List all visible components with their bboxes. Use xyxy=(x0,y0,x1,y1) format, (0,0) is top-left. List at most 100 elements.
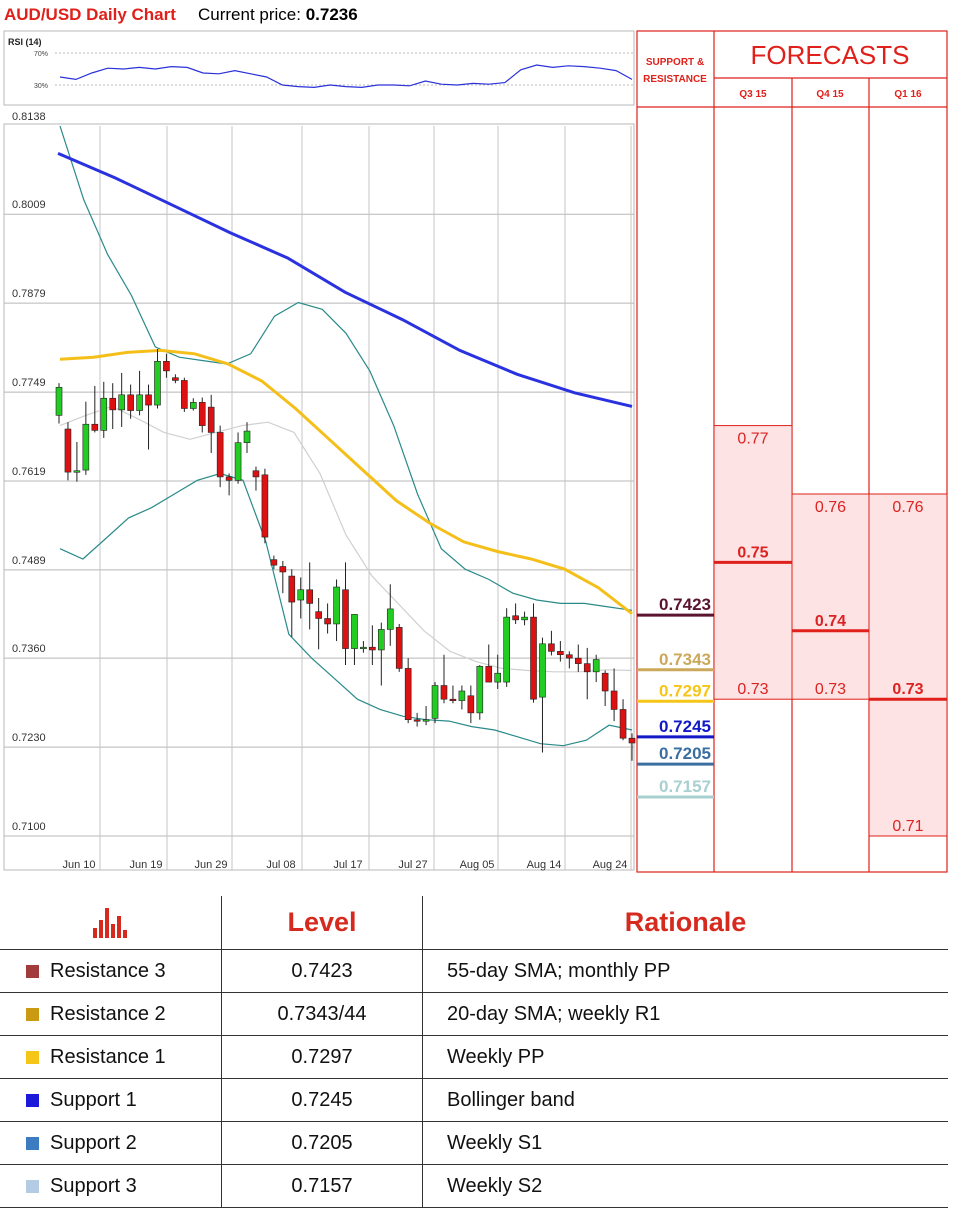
levels-table: Level Rationale Resistance 3 0.7423 55-d… xyxy=(0,896,948,1208)
table-row: Resistance 2 0.7343/44 20-day SMA; weekl… xyxy=(0,992,948,1036)
level-value: 0.7343/44 xyxy=(221,992,423,1036)
quarter-q4: Q4 15 xyxy=(816,89,844,100)
current-price-label: Current price: xyxy=(198,5,301,24)
forecast-box xyxy=(868,493,948,837)
rsi-line xyxy=(59,64,633,89)
candle-bearish xyxy=(252,470,260,478)
chart-title: AUD/USD Daily Chart xyxy=(4,5,176,24)
sr-level-value: 0.7205 xyxy=(659,744,711,763)
candle-bearish xyxy=(619,709,627,739)
candle-bullish xyxy=(73,470,81,473)
level-name: Resistance 2 xyxy=(50,1002,166,1025)
sr-title-line1: SUPPORT & xyxy=(646,57,704,68)
level-value: 0.7157 xyxy=(221,1164,423,1208)
candle-bearish xyxy=(449,698,457,701)
swatch-support-1 xyxy=(26,1093,39,1107)
table-row: Support 2 0.7205 Weekly S1 xyxy=(0,1121,948,1165)
levels-table-header: Level Rationale xyxy=(0,896,948,950)
y-tick-label: 0.7100 xyxy=(12,821,46,833)
level-value: 0.7423 xyxy=(221,949,423,993)
candle-bullish xyxy=(494,672,502,683)
x-tick-label: Jun 29 xyxy=(194,859,227,871)
forecast-box xyxy=(791,493,870,700)
candle-bullish xyxy=(521,616,528,621)
candle-bullish xyxy=(333,586,340,625)
candle-bearish xyxy=(145,394,152,406)
rsi-label: RSI (14) xyxy=(8,37,42,47)
candle-bearish xyxy=(315,611,322,619)
level-name: Support 1 xyxy=(50,1088,137,1111)
forecast-boxes: 0.77 0.75 0.73 0.76 0.74 0.73 0.76 0.73 0.71 xyxy=(713,425,948,837)
candle-bullish xyxy=(82,423,90,471)
quarter-q3: Q3 15 xyxy=(739,89,767,100)
bar-chart-icon xyxy=(92,908,129,939)
forecast-high: 0.77 xyxy=(737,431,768,448)
candle-bearish xyxy=(198,402,206,426)
candle-bearish xyxy=(279,566,287,573)
forecast-low: 0.73 xyxy=(815,681,846,698)
candle-bearish xyxy=(583,663,591,673)
forecast-high: 0.76 xyxy=(815,499,846,516)
candle-bullish xyxy=(458,690,466,701)
y-tick-label: 0.7749 xyxy=(12,377,46,389)
level-name: Support 2 xyxy=(50,1131,137,1154)
swatch-support-3 xyxy=(26,1179,39,1193)
candle-bullish xyxy=(55,386,63,416)
x-tick-label: Jun 19 xyxy=(129,859,162,871)
swatch-resistance-2 xyxy=(26,1007,39,1021)
candle-bullish xyxy=(118,394,125,411)
candle-bearish xyxy=(557,651,564,656)
candle-bullish xyxy=(476,666,484,714)
candle-bearish xyxy=(324,618,331,625)
candle-bullish xyxy=(503,616,510,683)
y-tick-label: 0.7360 xyxy=(12,643,46,655)
sma-200-line xyxy=(57,152,633,408)
table-row: Support 1 0.7245 Bollinger band xyxy=(0,1078,948,1122)
sr-level-value: 0.7297 xyxy=(659,681,711,700)
level-name: Support 3 xyxy=(50,1174,137,1197)
candle-bearish xyxy=(610,690,618,710)
candle-bearish xyxy=(548,643,555,652)
candle-bullish xyxy=(422,719,430,722)
candle-bullish xyxy=(100,397,108,431)
candle-bearish xyxy=(270,559,278,566)
bollinger-upper-line xyxy=(59,125,633,611)
price-panel xyxy=(3,123,635,871)
level-name-cell: Support 3 xyxy=(0,1164,222,1208)
candle-bearish xyxy=(109,397,117,411)
rsi-30-label: 30% xyxy=(34,83,48,90)
chart-canvas: RSI (14) 70% 30% 0.8138 0.8009 0.7879 0.774… xyxy=(3,30,948,873)
candle-bearish xyxy=(64,428,72,473)
candle-bullish xyxy=(592,659,600,673)
candle-bearish xyxy=(413,719,421,722)
candle-bullish xyxy=(351,614,358,649)
forecast-high: 0.76 xyxy=(892,499,923,516)
swatch-support-2 xyxy=(26,1136,39,1150)
level-rationale: Weekly S1 xyxy=(422,1121,948,1165)
level-name-cell: Support 1 xyxy=(0,1078,222,1122)
table-row: Resistance 3 0.7423 55-day SMA; monthly … xyxy=(0,949,948,993)
forecast-mid: 0.73 xyxy=(892,681,923,698)
level-rationale: 55-day SMA; monthly PP xyxy=(422,949,948,993)
candle-bearish xyxy=(440,685,448,700)
grid xyxy=(4,126,634,870)
level-value: 0.7205 xyxy=(221,1121,423,1165)
current-price-value: 0.7236 xyxy=(305,5,358,24)
level-value: 0.7297 xyxy=(221,1035,423,1079)
sr-level-value: 0.7245 xyxy=(659,717,711,736)
level-rationale: 20-day SMA; weekly R1 xyxy=(422,992,948,1036)
candle-bearish xyxy=(261,474,269,538)
x-tick-label: Jul 08 xyxy=(266,859,295,871)
candle-bearish xyxy=(601,672,609,692)
x-tick-label: Aug 05 xyxy=(460,859,495,871)
x-tick-label: Jul 17 xyxy=(333,859,362,871)
candle-bearish xyxy=(404,668,412,721)
candle-bearish xyxy=(467,695,475,714)
candles xyxy=(55,348,636,761)
forecasts-title: FORECASTS xyxy=(751,40,910,70)
candle-bullish xyxy=(297,589,305,601)
candle-bullish xyxy=(431,685,439,719)
x-tick-label: Jul 27 xyxy=(398,859,427,871)
candle-bullish xyxy=(360,646,367,650)
candle-bearish xyxy=(181,380,188,409)
